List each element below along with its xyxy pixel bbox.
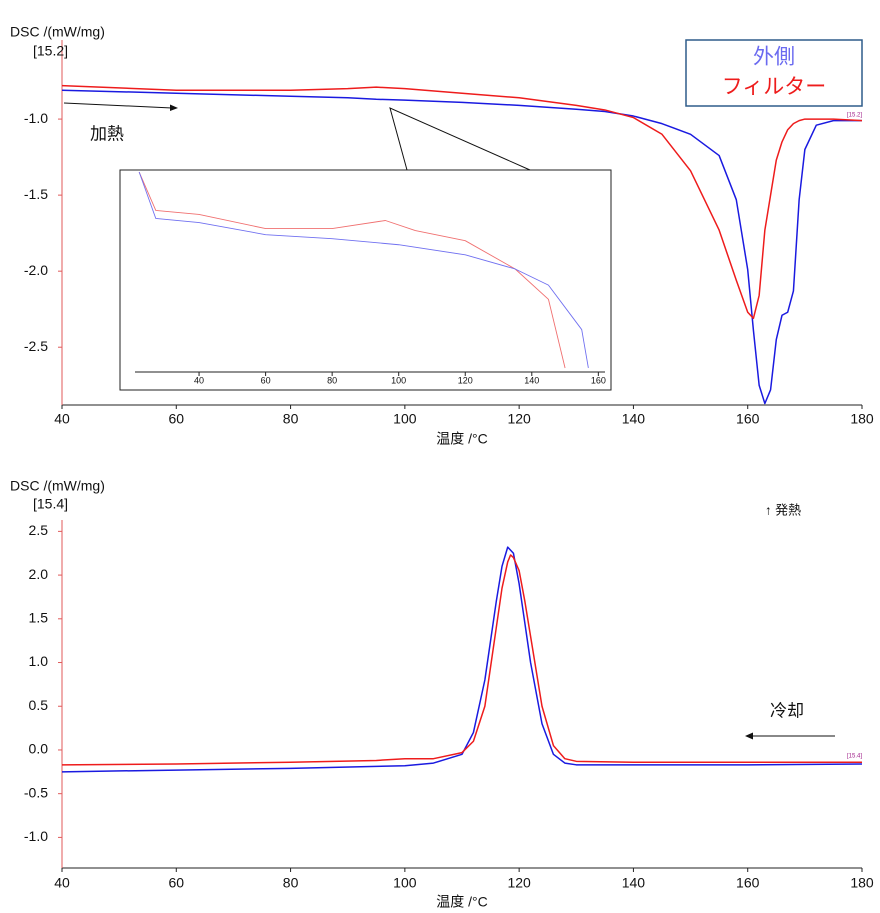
annotation: [15.2]	[847, 113, 862, 119]
y-tick-label: 0.0	[29, 741, 49, 757]
legend-entry: フィルター	[722, 76, 827, 99]
x-tick-label: 160	[736, 411, 760, 427]
x-tick-label: 180	[850, 411, 874, 427]
series-line	[61, 89, 862, 405]
y-tick-label: 0.5	[29, 697, 49, 713]
annotation: ↑ 発熱	[765, 502, 801, 517]
inset-frame	[119, 169, 612, 391]
arrowhead	[745, 732, 753, 740]
x-tick-label: 100	[391, 375, 406, 385]
x-axis-label: 温度 /°C	[436, 431, 488, 447]
x-tick-label: 80	[327, 375, 337, 385]
y-tick-label: -2.5	[24, 338, 48, 354]
series-line	[61, 84, 863, 320]
x-tick-label: 60	[168, 875, 184, 891]
x-tick-label: 160	[736, 875, 760, 891]
x-tick-label: 140	[524, 375, 539, 385]
x-tick-label: 140	[622, 411, 646, 427]
annotation: 冷却	[770, 701, 804, 720]
series-line	[138, 171, 566, 369]
y-axis-label: DSC /(mW/mg)	[10, 478, 105, 494]
annotation: [15.4]	[847, 754, 862, 760]
y-axis-unit: [15.2]	[33, 43, 68, 59]
x-tick-label: 80	[283, 411, 299, 427]
arrowhead	[170, 104, 178, 111]
y-tick-label: 2.5	[29, 522, 49, 538]
legend-entry: 外側	[753, 46, 795, 69]
arrow	[63, 102, 173, 109]
x-tick-label: 180	[850, 875, 874, 891]
x-tick-label: 100	[393, 875, 417, 891]
x-tick-label: 120	[507, 411, 531, 427]
callout	[389, 107, 531, 171]
x-tick-label: 100	[393, 411, 417, 427]
y-tick-label: -1.5	[24, 186, 48, 202]
series-line	[138, 171, 589, 369]
legend-box	[685, 39, 863, 107]
x-tick-label: 40	[54, 411, 70, 427]
x-tick-label: 120	[458, 375, 473, 385]
series-line	[61, 554, 862, 766]
x-tick-label: 60	[261, 375, 271, 385]
y-tick-label: -2.0	[24, 262, 48, 278]
x-tick-label: 160	[591, 375, 606, 385]
x-tick-label: 60	[168, 411, 184, 427]
x-tick-label: 140	[622, 875, 646, 891]
x-tick-label: 40	[54, 875, 70, 891]
x-tick-label: 40	[194, 375, 204, 385]
y-tick-label: 2.0	[29, 566, 49, 582]
x-tick-label: 80	[283, 875, 299, 891]
y-axis-unit: [15.4]	[33, 496, 68, 512]
y-tick-label: -1.0	[24, 110, 48, 126]
y-tick-label: 1.5	[29, 610, 49, 626]
y-tick-label: -1.0	[24, 828, 48, 844]
y-axis-label: DSC /(mW/mg)	[10, 24, 105, 40]
y-tick-label: -0.5	[24, 784, 48, 800]
y-tick-label: 1.0	[29, 653, 49, 669]
x-axis-label: 温度 /°C	[436, 894, 488, 910]
x-tick-label: 120	[507, 875, 531, 891]
series-line	[61, 546, 863, 773]
annotation: 加熱	[90, 124, 124, 143]
